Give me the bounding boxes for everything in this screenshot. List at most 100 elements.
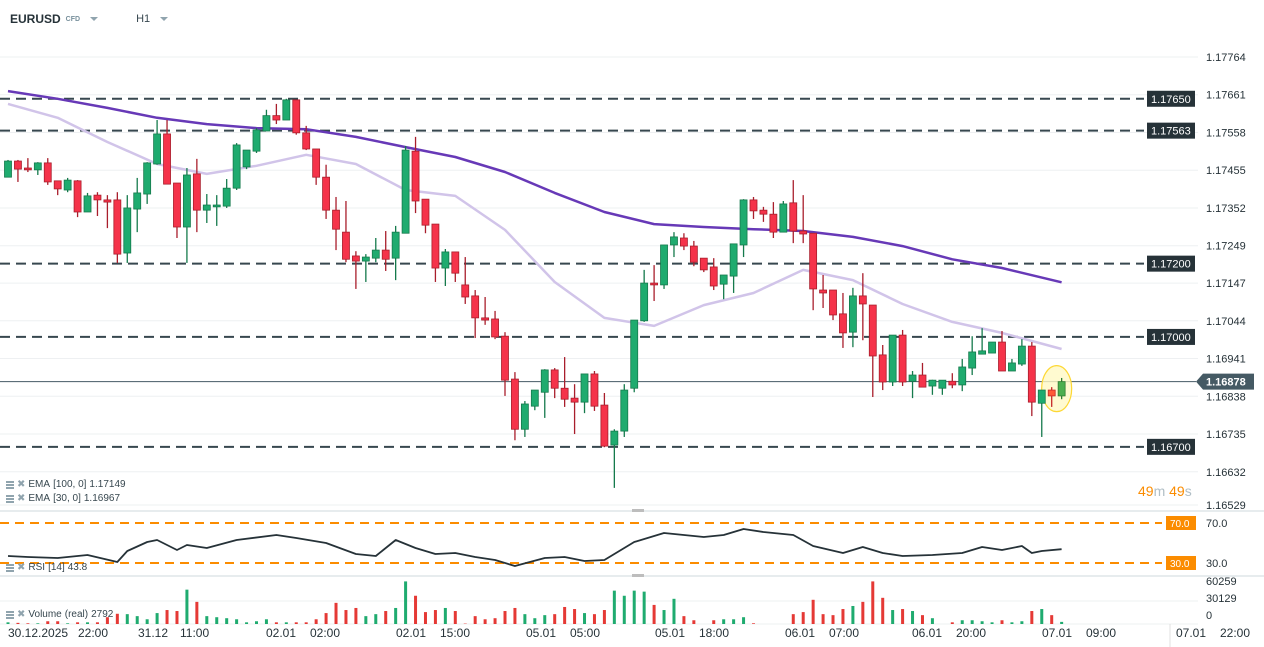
candle-body — [978, 350, 987, 355]
volume-bar — [712, 620, 716, 624]
candle-body — [759, 209, 768, 215]
candle — [103, 195, 112, 229]
candle-body — [272, 115, 281, 121]
candle — [123, 195, 132, 263]
volume-bar — [1020, 621, 1024, 624]
settings-menu-icon[interactable] — [6, 494, 14, 503]
candle-body — [550, 369, 559, 389]
candle — [630, 319, 639, 393]
volume-bar — [851, 605, 855, 624]
candle-body — [968, 351, 977, 369]
settings-menu-icon[interactable] — [6, 563, 14, 572]
candle-body — [441, 251, 450, 269]
candle — [948, 373, 957, 389]
settings-menu-icon[interactable] — [6, 610, 14, 619]
volume-bar — [46, 621, 50, 624]
candle — [451, 251, 460, 282]
candle — [262, 109, 271, 132]
candle-body — [680, 237, 688, 247]
level-price-label-bg — [1147, 438, 1195, 455]
candle-body — [948, 380, 957, 386]
candle-body — [113, 199, 122, 255]
legend-name: Volume — [28, 609, 62, 620]
level-price-label: 1.17563 — [1151, 126, 1191, 138]
level-price-label: 1.17000 — [1151, 332, 1191, 344]
candle — [779, 200, 788, 233]
candle-body — [292, 99, 301, 134]
volume-bar — [404, 581, 408, 624]
volume-bar — [831, 615, 835, 624]
candle — [520, 401, 529, 437]
legend-value: 43.8 — [67, 562, 88, 573]
candle — [699, 257, 708, 273]
candle — [202, 194, 211, 223]
time-axis-label: 06.01 — [785, 626, 815, 640]
volume-bar — [960, 620, 964, 624]
volume-bar — [344, 610, 348, 624]
candle — [769, 202, 778, 239]
volume-bar — [225, 618, 229, 624]
candle — [650, 265, 658, 302]
volume-bar — [255, 621, 258, 624]
pane-resize-handle[interactable] — [632, 574, 644, 577]
candle-body — [421, 198, 430, 226]
candle-body — [699, 257, 708, 271]
candle — [560, 357, 569, 407]
candle-body — [868, 304, 877, 357]
legend-params: [100, 0] — [53, 479, 87, 490]
volume-bar — [36, 623, 40, 624]
price-tick-label: 1.16941 — [1206, 354, 1246, 366]
candle-body — [839, 313, 847, 334]
time-axis-label: 02.01 — [266, 626, 296, 640]
time-axis-label: 22:00 — [78, 626, 108, 640]
volume-bar — [433, 610, 437, 624]
candle — [173, 182, 181, 239]
candle-body — [53, 180, 62, 190]
volume-bar — [791, 614, 795, 624]
candle — [183, 168, 191, 263]
remove-indicator-icon[interactable]: ✖ — [17, 609, 26, 620]
price-tick-label: 1.16529 — [1206, 500, 1246, 512]
pane-resize-handle[interactable] — [632, 509, 644, 512]
volume-bar — [970, 620, 974, 624]
volume-bar — [324, 613, 328, 624]
candle — [540, 369, 549, 418]
volume-bar — [473, 616, 477, 624]
candle-body — [14, 160, 22, 170]
candle-body — [799, 230, 808, 235]
candle-body — [491, 318, 499, 338]
remove-indicator-icon[interactable]: ✖ — [17, 479, 26, 490]
candle — [968, 336, 977, 376]
volume-bar — [135, 616, 139, 624]
legend-params: [14] — [48, 562, 65, 573]
rsi-line — [7, 528, 1062, 567]
candle-body — [888, 334, 897, 383]
candle — [1037, 389, 1046, 437]
candle — [461, 257, 470, 304]
volume-bar — [1050, 615, 1054, 624]
volume-bar — [125, 614, 129, 624]
timeframe-select[interactable]: H1 — [136, 13, 151, 25]
timeframe-dropdown-caret-icon[interactable] — [160, 17, 169, 21]
candle — [570, 384, 579, 435]
candle — [918, 362, 927, 388]
settings-menu-icon[interactable] — [6, 480, 14, 489]
candle — [471, 290, 480, 339]
volume-bar — [443, 607, 447, 624]
volume-bar — [742, 617, 746, 624]
remove-indicator-icon[interactable]: ✖ — [17, 493, 26, 504]
candle-body — [988, 341, 996, 354]
remove-indicator-icon[interactable]: ✖ — [17, 562, 26, 573]
candle-body — [918, 374, 927, 388]
candle-body — [520, 403, 529, 430]
candle — [381, 231, 390, 271]
candle-body — [610, 430, 619, 446]
volume-bar — [920, 615, 924, 624]
candle — [302, 125, 311, 151]
candle — [163, 120, 171, 185]
symbol-dropdown-caret-icon[interactable] — [90, 17, 99, 21]
volume-bar — [662, 610, 666, 624]
symbol-name[interactable]: EURUSD — [10, 12, 61, 26]
candle-body — [173, 182, 181, 228]
